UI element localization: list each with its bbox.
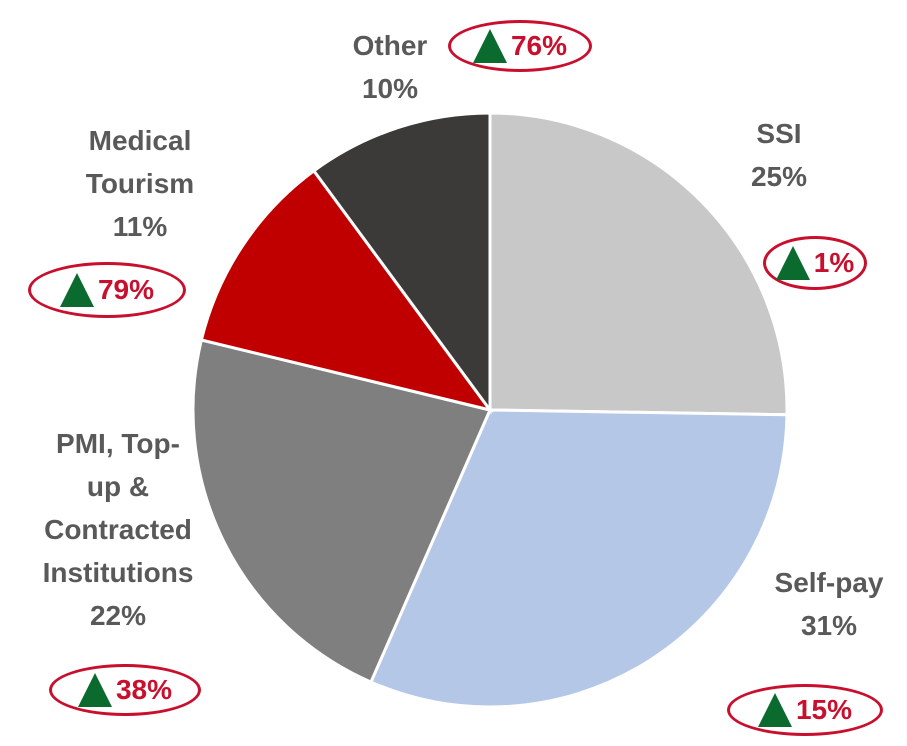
value-label: 10% — [361, 73, 419, 104]
pie-slice — [488, 111, 789, 417]
growth-badge: 1% — [763, 236, 867, 290]
category-label: PMI, Top-up & Contracted Institutions — [42, 428, 194, 588]
value-label: 31% — [800, 610, 858, 641]
category-label: Self-pay — [774, 567, 884, 598]
value-label: 25% — [750, 161, 808, 192]
slice-label: PMI, Top-up & Contracted Institutions 22% — [39, 422, 197, 637]
growth-badge: 15% — [727, 684, 883, 736]
up-triangle — [757, 693, 792, 727]
pie-slice — [191, 338, 493, 685]
slice-label: Self-pay 31% — [750, 561, 907, 647]
up-triangle — [472, 29, 507, 63]
pie-slice — [368, 408, 789, 709]
pie-slice — [311, 111, 492, 415]
pie-slice — [199, 168, 494, 413]
category-label: Other — [352, 30, 428, 61]
category-label: SSI — [756, 118, 802, 149]
up-triangle — [59, 273, 94, 307]
growth-label: 1% — [813, 247, 855, 278]
category-label: Medical Tourism — [85, 125, 195, 199]
up-triangle — [77, 673, 112, 707]
up-triangle — [775, 246, 810, 280]
growth-badge: 76% — [448, 20, 592, 72]
growth-label: 15% — [795, 694, 853, 725]
slice-label: Other 10% — [330, 24, 450, 110]
value-label: 11% — [112, 211, 168, 242]
slice-label: SSI 25% — [700, 112, 858, 198]
value-label: 22% — [89, 600, 147, 631]
growth-label: 79% — [97, 274, 155, 305]
growth-badge: 38% — [49, 664, 201, 716]
growth-label: 76% — [510, 30, 568, 61]
growth-badge: 79% — [28, 262, 186, 318]
growth-label: 38% — [115, 674, 173, 705]
slice-label: Medical Tourism 11% — [60, 119, 220, 248]
